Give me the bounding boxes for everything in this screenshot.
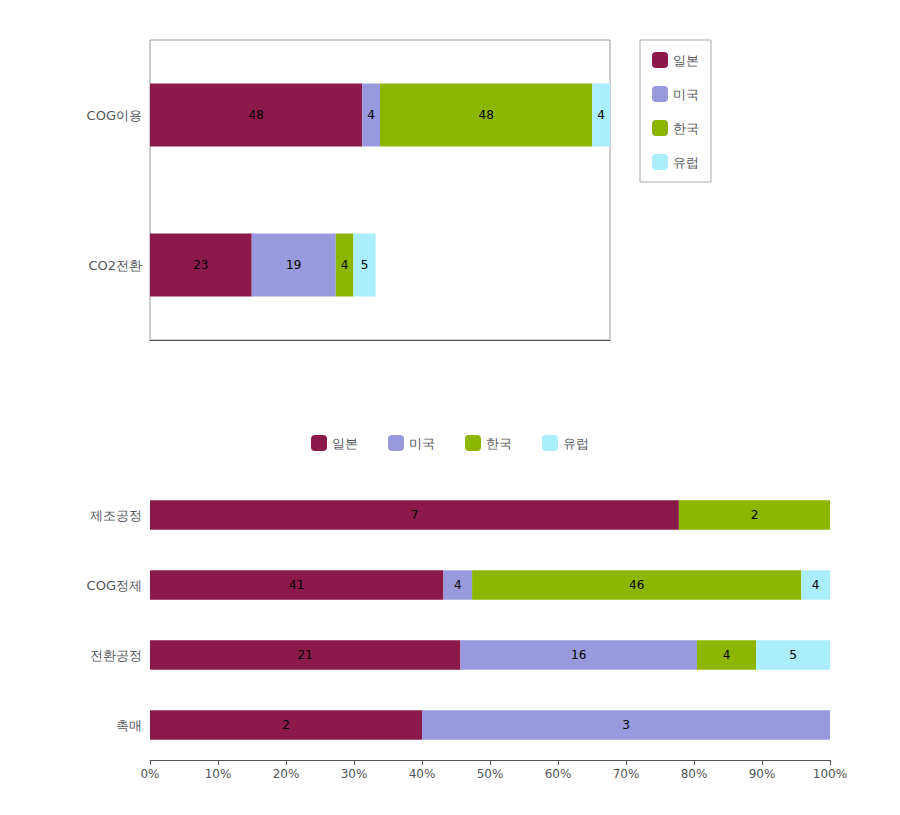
svg-text:COG이용: COG이용 [87, 108, 142, 123]
svg-text:4: 4 [341, 258, 349, 272]
svg-text:90%: 90% [749, 767, 776, 781]
svg-text:2: 2 [282, 718, 290, 732]
svg-text:한국: 한국 [673, 121, 699, 136]
svg-text:80%: 80% [681, 767, 708, 781]
svg-text:7: 7 [411, 508, 419, 522]
svg-text:60%: 60% [545, 767, 572, 781]
svg-text:2: 2 [751, 508, 759, 522]
svg-text:46: 46 [629, 578, 644, 592]
svg-text:4: 4 [367, 108, 375, 122]
svg-text:16: 16 [571, 648, 586, 662]
svg-text:일본: 일본 [332, 436, 358, 451]
svg-text:19: 19 [286, 258, 301, 272]
svg-text:10%: 10% [205, 767, 232, 781]
svg-text:48: 48 [479, 108, 494, 122]
svg-text:전환공정: 전환공정 [90, 648, 142, 663]
svg-text:100%: 100% [813, 767, 847, 781]
svg-text:미국: 미국 [673, 87, 699, 102]
svg-text:4: 4 [597, 108, 605, 122]
svg-text:40%: 40% [409, 767, 436, 781]
svg-text:5: 5 [361, 258, 369, 272]
svg-text:3: 3 [622, 718, 630, 732]
svg-text:23: 23 [193, 258, 208, 272]
svg-text:미국: 미국 [409, 436, 435, 451]
svg-text:유럽: 유럽 [563, 436, 589, 451]
svg-text:COG정제: COG정제 [87, 578, 142, 593]
svg-text:촉매: 촉매 [116, 718, 142, 733]
svg-text:41: 41 [289, 578, 304, 592]
svg-text:4: 4 [723, 648, 731, 662]
svg-text:50%: 50% [477, 767, 504, 781]
svg-text:20%: 20% [273, 767, 300, 781]
svg-text:한국: 한국 [486, 436, 512, 451]
svg-text:CO2전환: CO2전환 [88, 258, 142, 273]
svg-text:48: 48 [249, 108, 264, 122]
svg-text:4: 4 [812, 578, 820, 592]
svg-text:21: 21 [298, 648, 313, 662]
svg-text:유럽: 유럽 [673, 155, 699, 170]
svg-text:5: 5 [789, 648, 797, 662]
svg-text:70%: 70% [613, 767, 640, 781]
svg-text:30%: 30% [341, 767, 368, 781]
svg-text:0%: 0% [140, 767, 159, 781]
svg-text:제조공정: 제조공정 [90, 508, 142, 523]
svg-text:일본: 일본 [673, 53, 699, 68]
svg-text:4: 4 [454, 578, 462, 592]
